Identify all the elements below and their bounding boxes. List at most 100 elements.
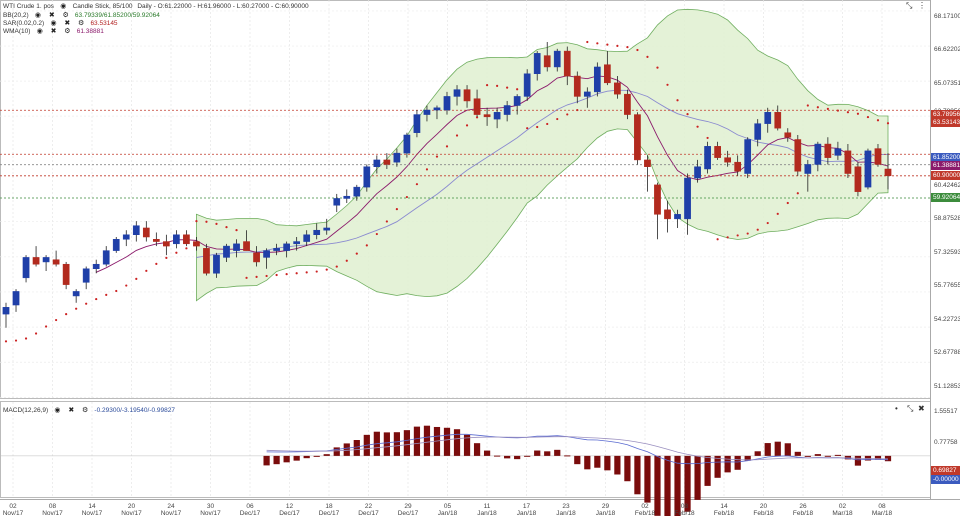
indicator-row-sar: SAR(0.02,0.2) ◉ ✖ ⚙ 63.53145 [3, 19, 121, 27]
candle-body [473, 98, 481, 115]
macd-histogram-bar [393, 432, 400, 456]
gear-icon[interactable]: ⚙ [64, 28, 71, 35]
macd-histogram-bar [433, 426, 441, 456]
sar-dot [85, 302, 88, 305]
resize-icon[interactable]: ⤡ [906, 1, 913, 10]
sar-dot [385, 220, 388, 223]
candle-body [233, 243, 240, 251]
sar-dot [656, 66, 659, 69]
sar-dot [496, 84, 499, 88]
sar-dot [115, 289, 118, 293]
gear-icon[interactable]: ⚙ [62, 12, 69, 19]
gear-icon[interactable]: ⚙ [77, 20, 85, 27]
sar-dot [465, 124, 469, 127]
move-pane-icon[interactable]: • [895, 404, 898, 413]
macd-histogram-bar [323, 454, 330, 456]
macd-histogram-bar [584, 455, 591, 470]
candle-body [213, 254, 220, 274]
sar-dot [275, 273, 278, 277]
menu-icon[interactable]: ⋮ [918, 1, 926, 10]
time-axis-month: Feb/18 [674, 510, 695, 516]
time-axis-day: 02 [839, 503, 847, 510]
candle-body [794, 139, 802, 172]
sar-dot [776, 212, 779, 215]
candle-body [764, 112, 772, 124]
time-axis-day: 14 [88, 503, 96, 510]
macd-histogram-bar [674, 455, 681, 516]
macd-histogram-bar [684, 455, 691, 512]
sar-dot [516, 88, 519, 91]
macd-histogram-bar [483, 450, 491, 456]
macd-histogram-bar [504, 455, 511, 459]
candle-body [543, 55, 551, 68]
eye-icon[interactable]: ◉ [34, 12, 42, 19]
time-axis-day: 23 [562, 503, 570, 510]
time-axis-month: Jan/18 [556, 510, 576, 516]
price-axis-tick: 66.62202 [934, 46, 960, 53]
close-icon[interactable]: ✖ [48, 12, 55, 19]
macd-histogram-bar [814, 454, 821, 456]
time-axis-day: 29 [404, 503, 412, 510]
macd-histogram-bar [714, 455, 721, 478]
eye-icon[interactable]: ◉ [60, 3, 67, 10]
macd-histogram-bar [784, 443, 791, 456]
eye-icon[interactable]: ◉ [50, 20, 57, 27]
sar-dot [546, 122, 549, 126]
macd-histogram-bar [544, 451, 551, 456]
candle-body [844, 150, 852, 174]
macd-histogram-bar [634, 455, 641, 495]
macd-histogram-bar [774, 441, 781, 456]
macd-histogram-bar [564, 455, 571, 457]
macd-histogram-bar [303, 455, 310, 459]
close-pane-icon[interactable]: ✖ [918, 404, 925, 413]
price-axis-tick: 54.22723 [934, 316, 960, 323]
time-axis-month: Nov/17 [42, 510, 63, 516]
candle-body [22, 257, 30, 279]
time-axis-month: Feb/18 [635, 510, 656, 516]
indicator-values: 63.79339/61.85200/59.92064 [74, 12, 160, 19]
close-icon[interactable]: ✖ [50, 28, 57, 35]
sar-dot [315, 270, 318, 273]
candle-body [393, 152, 401, 163]
time-axis-day: 12 [286, 503, 294, 510]
sar-dot [55, 318, 58, 322]
chart-type-label: Candle Stick, 85/100 [72, 3, 133, 10]
eye-icon[interactable]: ◉ [36, 28, 43, 35]
time-axis-day: 08 [681, 503, 689, 510]
sar-dot [626, 46, 629, 49]
sar-dot [125, 284, 128, 287]
gear-icon[interactable]: ⚙ [81, 407, 89, 414]
macd-histogram-bar [453, 429, 461, 456]
eye-icon[interactable]: ◉ [54, 407, 61, 414]
candle-body [553, 50, 561, 68]
time-axis-month: Jan/18 [517, 510, 537, 516]
price-axis-tick: 65.07351 [934, 80, 960, 87]
sar-dot [866, 115, 870, 119]
candle-body [684, 177, 691, 220]
indicator-name: WMA(10) [3, 28, 31, 35]
close-icon[interactable]: ✖ [64, 20, 71, 27]
candle-body [403, 134, 411, 154]
sar-dot [355, 252, 358, 255]
indicator-name: SAR(0.02,0.2) [3, 20, 45, 27]
resize-icon[interactable]: ⤡ [907, 404, 914, 413]
bollinger-midline [196, 89, 889, 258]
macd-tag: -0.00000 [931, 475, 960, 484]
sar-dot [245, 276, 248, 279]
sar-dot [75, 307, 78, 310]
candle-body [563, 50, 571, 77]
candle-body [363, 166, 371, 188]
close-icon[interactable]: ✖ [68, 407, 75, 414]
candle-body [92, 263, 100, 270]
price-axis-tick: 55.77655 [934, 282, 960, 289]
macd-histogram-bar [443, 427, 451, 456]
candle-body [62, 263, 70, 285]
candle-body [754, 123, 762, 140]
candle-body [734, 161, 742, 172]
sar-dot [215, 222, 218, 225]
sar-dot [646, 55, 649, 58]
macd-histogram-bar [644, 455, 651, 503]
candle-body [433, 107, 441, 111]
sar-dot [425, 168, 429, 171]
